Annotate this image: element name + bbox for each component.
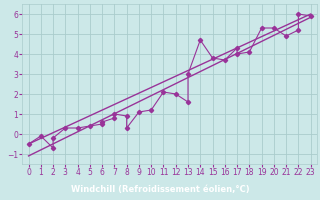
Text: Windchill (Refroidissement éolien,°C): Windchill (Refroidissement éolien,°C) <box>71 185 249 194</box>
